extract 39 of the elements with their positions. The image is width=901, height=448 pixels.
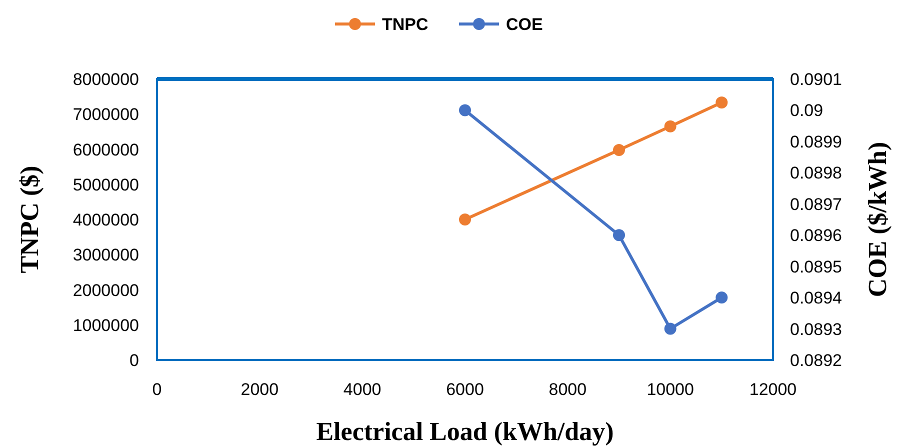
x-axis-title: Electrical Load (kWh/day) (316, 417, 614, 446)
y-tick-label: 2000000 (72, 280, 139, 300)
point (459, 104, 471, 116)
x-tick-label: 10000 (646, 380, 694, 399)
y2-tick-label: 0.0893 (790, 320, 842, 339)
x-tick-label: 0 (152, 380, 162, 399)
x-tick-label: 12000 (749, 380, 797, 399)
y-tick-label: 1000000 (72, 316, 139, 335)
y-tick-label: 3000000 (72, 246, 139, 265)
y2-tick-label: 0.0894 (790, 288, 842, 308)
point (716, 96, 728, 109)
y-tick-label: 7000000 (72, 105, 139, 124)
y-tick-label: 4000000 (72, 210, 139, 230)
y2-tick-label: 0.0898 (790, 164, 842, 183)
point (664, 120, 676, 132)
y-tick-label: 8000000 (72, 70, 139, 89)
point (459, 214, 471, 226)
y-tick-label: 5000000 (72, 175, 139, 194)
legend-label: COE (506, 15, 543, 34)
point (716, 292, 728, 304)
point (613, 144, 625, 156)
y-tick-label: 6000000 (72, 140, 139, 160)
y-tick-label: 0 (130, 351, 139, 370)
y2-tick-label: 0.0895 (790, 257, 842, 276)
x-tick-label: 6000 (446, 380, 484, 399)
x-tick-label: 8000 (548, 380, 587, 399)
y2-axis-title: COE ($/kWh) (863, 142, 892, 298)
y2-tick-label: 0.0899 (790, 132, 842, 152)
y-axis-title: TNPC ($) (15, 166, 44, 274)
point (613, 229, 625, 242)
y2-tick-label: 0.0897 (790, 194, 842, 214)
y2-tick-label: 0.0892 (790, 351, 842, 370)
legend-label: TNPC (382, 15, 428, 34)
y2-tick-label: 0.0896 (790, 226, 842, 246)
y2-tick-label: 0.09 (790, 101, 824, 120)
x-tick-label: 4000 (343, 380, 382, 399)
x-tick-label: 2000 (240, 380, 279, 399)
point (664, 322, 676, 335)
y2-tick-label: 0.0901 (790, 70, 842, 89)
